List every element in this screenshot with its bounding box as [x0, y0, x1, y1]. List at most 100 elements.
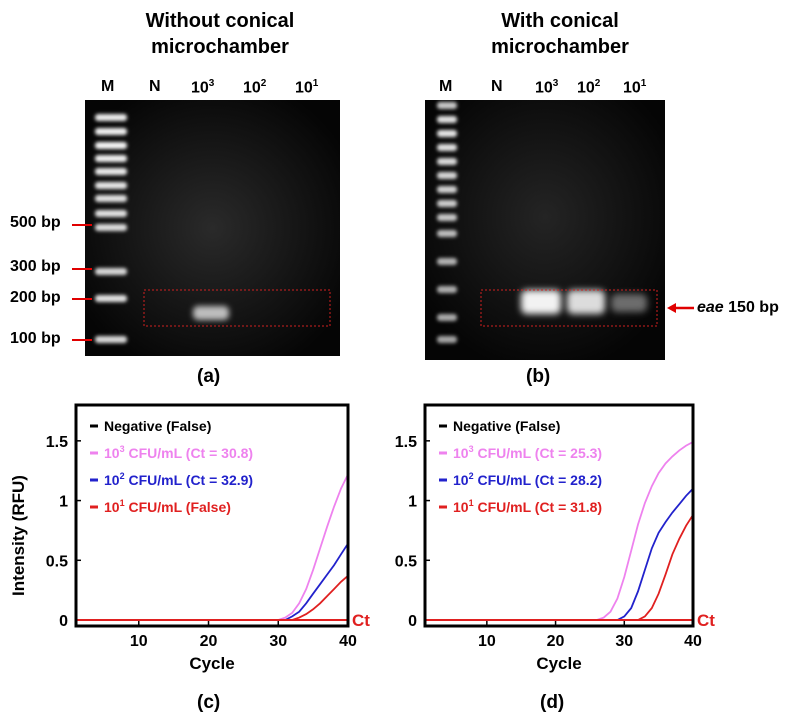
bp-tick-300 — [72, 268, 92, 270]
legend-entry: 101 CFU/mL (Ct = 31.8) — [453, 498, 602, 515]
x-axis-label: Cycle — [189, 654, 234, 673]
panel-a-title-line2: microchamber — [151, 36, 289, 58]
ladder-b-band — [437, 286, 457, 293]
bp-marker-300: 300 bp — [10, 258, 61, 275]
y-tick-label: 1.5 — [395, 434, 417, 451]
gel-a-svg — [85, 100, 340, 356]
lane-label-n: N — [491, 78, 503, 95]
ladder-a-band — [95, 195, 127, 202]
x-tick-label: 40 — [684, 633, 702, 650]
panel-label-c: (c) — [197, 692, 221, 713]
panel-b-title: With conical microchamber — [420, 8, 700, 60]
lane-label-1e1: 101 — [623, 78, 647, 97]
ladder-a-band — [95, 155, 127, 162]
ladder-a-band — [95, 168, 127, 175]
ladder-a-band — [95, 224, 127, 231]
lane-label-1e3: 103 — [535, 78, 559, 97]
ladder-b-band — [437, 116, 457, 123]
y-tick-label: 1.5 — [46, 434, 68, 451]
series-line-2 — [426, 488, 692, 621]
ladder-b-band — [437, 314, 457, 321]
lane-label-1e2: 102 — [243, 78, 267, 97]
ladder-b-band — [437, 336, 457, 343]
chart-c: 0 0.5 1 1.5 10 20 30 40 Cycle Intensity (RFU) Ct Ne… — [9, 403, 370, 673]
gel-b-svg — [425, 100, 665, 360]
x-axis-label: Cycle — [536, 654, 581, 673]
panel-b-lane-labels: M N 103 102 101 — [425, 78, 665, 98]
ladder-b-band — [437, 158, 457, 165]
band-annotation-gene: eae — [697, 299, 724, 316]
bp-tick-100 — [72, 339, 92, 341]
ladder-a-band — [95, 268, 127, 275]
x-tick-label: 40 — [339, 633, 357, 650]
ladder-a-band — [95, 210, 127, 217]
y-tick-label: 0 — [408, 613, 417, 630]
legend-entry: Negative (False) — [453, 418, 560, 434]
lane-label-1e2: 102 — [577, 78, 601, 97]
marker-ladder-a — [95, 114, 127, 343]
plot-frame — [74, 403, 350, 628]
lane-label-m: M — [101, 78, 115, 95]
y-tick-label: 1 — [408, 494, 417, 511]
panel-label-b: (b) — [526, 366, 551, 387]
ladder-b-band — [437, 214, 457, 221]
panel-b-title-line1: With conical — [501, 10, 619, 32]
bp-marker-500: 500 bp — [10, 214, 61, 231]
legend-entry: Negative (False) — [104, 418, 211, 434]
series-line-2 — [77, 544, 347, 621]
plot-frame — [423, 403, 695, 628]
bp-tick-500 — [72, 224, 92, 226]
legend-entry: 102 CFU/mL (Ct = 32.9) — [104, 471, 253, 488]
ladder-b-band — [437, 102, 457, 109]
band-annotation: eae 150 bp — [697, 299, 779, 317]
ladder-a-band — [95, 114, 127, 121]
y-tick-label: 0.5 — [395, 553, 417, 570]
ladder-a-band — [95, 295, 127, 302]
y-tick-label: 0 — [59, 613, 68, 630]
ladder-b-band — [437, 144, 457, 151]
chart-d: 0 0.5 1 1.5 10 20 30 40 Cycle Ct Negative (False) 1… — [395, 403, 715, 673]
threshold-label: Ct — [697, 611, 715, 630]
legend-entry: 103 CFU/mL (Ct = 30.8) — [104, 444, 253, 461]
ladder-a-band — [95, 128, 127, 135]
x-tick-label: 30 — [269, 633, 287, 650]
x-tick-label: 20 — [200, 633, 218, 650]
y-axis-label: Intensity (RFU) — [9, 475, 28, 596]
y-tick-label: 1 — [59, 494, 68, 511]
bp-tick-200 — [72, 298, 92, 300]
series-line-3 — [426, 515, 692, 621]
panel-a-title: Without conical microchamber — [80, 8, 360, 60]
panel-label-d: (d) — [540, 692, 565, 713]
ladder-a-band — [95, 142, 127, 149]
ladder-a-band — [95, 336, 127, 343]
ladder-b-band — [437, 130, 457, 137]
sample-band-b-1e2 — [567, 290, 605, 314]
legend-entry: 103 CFU/mL (Ct = 25.3) — [453, 444, 602, 461]
band-region-box-b — [480, 289, 658, 327]
x-tick-label: 20 — [547, 633, 565, 650]
x-tick-label: 10 — [478, 633, 496, 650]
panel-a-title-line1: Without conical — [145, 10, 295, 32]
lane-label-m: M — [439, 78, 453, 95]
bp-marker-200: 200 bp — [10, 289, 61, 306]
legend-entry: 102 CFU/mL (Ct = 28.2) — [453, 471, 602, 488]
ladder-b-band — [437, 172, 457, 179]
gel-image-b — [425, 100, 665, 360]
marker-ladder-b — [437, 102, 457, 343]
sample-band-b-1e1 — [611, 294, 647, 312]
sample-band-a — [193, 306, 229, 320]
x-tick-label: 30 — [615, 633, 633, 650]
ladder-b-band — [437, 186, 457, 193]
series-line-3 — [77, 575, 347, 621]
band-arrow-icon — [667, 303, 694, 313]
threshold-label: Ct — [352, 611, 370, 630]
band-region-box-a — [143, 289, 331, 327]
gel-image-a — [85, 100, 340, 356]
lane-label-1e3: 103 — [191, 78, 215, 97]
ladder-a-band — [95, 182, 127, 189]
lane-label-n: N — [149, 78, 161, 95]
bp-marker-100: 100 bp — [10, 330, 61, 347]
band-annotation-size: 150 bp — [723, 299, 779, 316]
panel-b-title-line2: microchamber — [491, 36, 629, 58]
y-tick-label: 0.5 — [46, 553, 68, 570]
